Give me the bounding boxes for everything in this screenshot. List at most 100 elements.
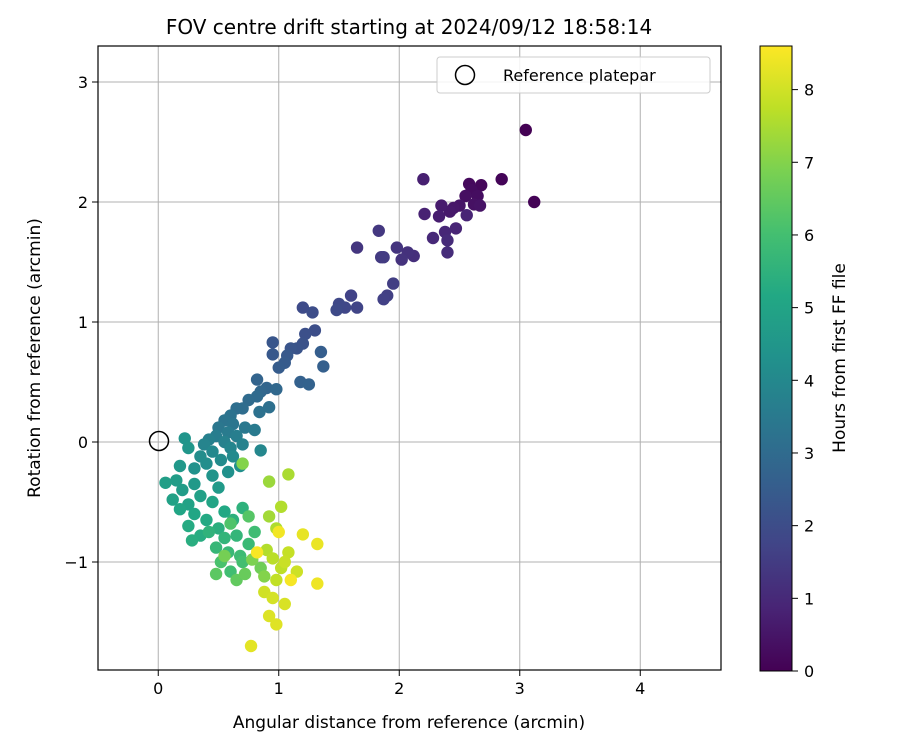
- colorbar-tick-label: 0: [804, 662, 814, 681]
- data-point: [282, 546, 295, 559]
- colorbar-tick-label: 4: [804, 371, 814, 390]
- data-point: [262, 510, 276, 523]
- data-point: [306, 306, 319, 319]
- data-point: [377, 251, 390, 264]
- data-point: [270, 618, 283, 631]
- data-point: [226, 450, 240, 463]
- data-point: [254, 444, 267, 457]
- data-point: [236, 555, 249, 569]
- data-point: [218, 531, 231, 545]
- data-point: [218, 549, 231, 563]
- data-point: [182, 441, 195, 455]
- data-point: [214, 453, 228, 467]
- data-point: [170, 474, 183, 487]
- x-tick-label: 0: [153, 679, 163, 698]
- data-point: [296, 528, 310, 541]
- colorbar-tick-label: 2: [804, 517, 814, 536]
- x-tick-label: 3: [515, 679, 525, 698]
- data-point: [212, 522, 225, 535]
- legend-box: [436, 56, 711, 94]
- data-point: [206, 469, 219, 482]
- data-point: [262, 609, 276, 623]
- colorbar-tick-label: 1: [804, 589, 814, 608]
- data-point: [178, 432, 191, 445]
- y-tick-label: 2: [78, 193, 88, 212]
- colorbar-label: Hours from first FF file: [830, 263, 850, 453]
- plot-frame: [97, 45, 722, 671]
- data-point: [435, 199, 448, 212]
- data-point: [182, 519, 195, 533]
- colorbar-gradient: [759, 45, 793, 672]
- x-tick-label: 4: [635, 679, 645, 698]
- y-tick-label: −1: [64, 553, 88, 572]
- data-point: [449, 222, 463, 235]
- data-point: [221, 465, 235, 479]
- data-point: [258, 570, 271, 583]
- data-point: [206, 445, 219, 458]
- data-point: [176, 483, 189, 497]
- chart-title: FOV centre drift starting at 2024/09/12 …: [166, 15, 652, 39]
- data-point: [185, 534, 199, 547]
- colorbar-tick-label: 5: [804, 299, 814, 318]
- y-tick-label: 0: [78, 433, 88, 452]
- colorbar-tick-label: 8: [804, 81, 814, 100]
- data-point: [426, 231, 440, 245]
- data-point: [209, 567, 223, 581]
- data-point: [242, 510, 255, 523]
- data-point: [390, 241, 404, 254]
- data-point: [350, 301, 364, 314]
- data-point: [262, 475, 276, 488]
- data-point: [166, 493, 179, 506]
- data-point: [519, 123, 532, 137]
- colorbar-tick-label: 7: [804, 153, 814, 172]
- data-point: [250, 373, 264, 386]
- data-point: [188, 462, 201, 475]
- data-point: [278, 555, 291, 569]
- data-point: [173, 503, 187, 516]
- data-point: [350, 241, 364, 254]
- data-point: [173, 459, 187, 473]
- x-tick-label: 1: [274, 679, 284, 698]
- data-point: [224, 517, 237, 530]
- data-point: [194, 489, 207, 503]
- data-point: [248, 423, 261, 437]
- data-point: [417, 173, 430, 186]
- data-point: [244, 639, 258, 653]
- data-point: [308, 324, 322, 337]
- data-point: [266, 348, 279, 361]
- data-point: [418, 207, 431, 221]
- data-point: [473, 199, 487, 212]
- y-tick-label: 1: [78, 313, 88, 332]
- data-point: [474, 179, 488, 192]
- data-point: [266, 591, 279, 605]
- data-point: [344, 289, 358, 302]
- data-point: [248, 525, 261, 539]
- data-point: [272, 361, 285, 374]
- x-axis-label: Angular distance from reference (arcmin): [233, 713, 585, 733]
- colorbar-tick-label: 3: [804, 444, 814, 463]
- data-point: [282, 468, 295, 481]
- data-point: [299, 327, 312, 341]
- data-point: [159, 476, 172, 489]
- y-axis-ticks: −1 0 1 2 3: [64, 73, 98, 572]
- data-point: [441, 246, 454, 259]
- data-point: [459, 189, 472, 203]
- legend: Reference platepar: [436, 56, 711, 94]
- data-point: [372, 224, 385, 237]
- data-point: [296, 301, 310, 314]
- grid-lines: [98, 46, 721, 670]
- legend-label: Reference platepar: [503, 66, 656, 85]
- data-point: [188, 507, 201, 521]
- data-point: [528, 195, 541, 209]
- y-axis-label: Rotation from reference (arcmin): [25, 218, 45, 498]
- colorbar-ticks: 0 1 2 3 4 5 6 7 8: [792, 81, 814, 681]
- data-point: [311, 537, 324, 551]
- data-point: [311, 577, 324, 590]
- data-point: [330, 303, 343, 317]
- data-point: [278, 597, 291, 611]
- data-point: [230, 529, 243, 542]
- data-point: [284, 573, 298, 587]
- data-point: [441, 234, 454, 247]
- data-point: [200, 457, 213, 470]
- reference-platepar-marker: [148, 430, 170, 452]
